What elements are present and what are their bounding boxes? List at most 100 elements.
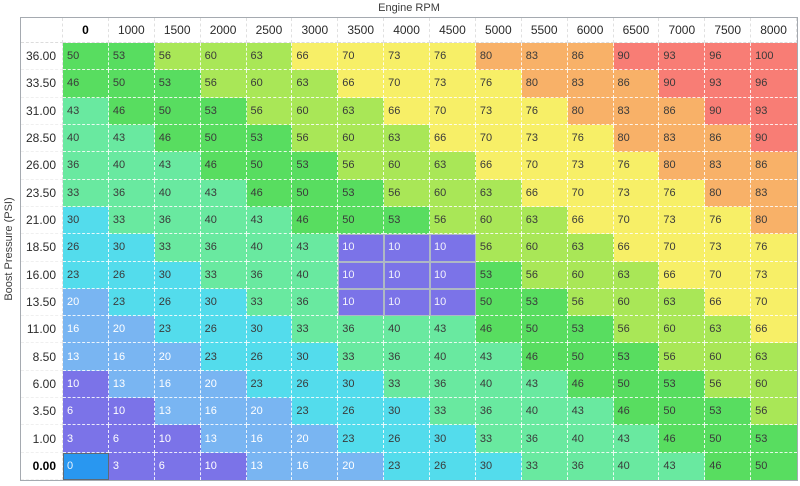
table-cell[interactable]: 46 (521, 343, 568, 371)
table-cell[interactable]: 66 (430, 124, 476, 153)
table-cell[interactable]: 43 (567, 398, 614, 426)
table-cell[interactable]: 30 (154, 261, 201, 289)
table-cell[interactable]: 16 (200, 398, 247, 426)
table-cell[interactable]: 53 (705, 398, 752, 426)
table-cell[interactable]: 80 (705, 179, 752, 207)
table-cell[interactable]: 10 (384, 288, 430, 317)
table-cell[interactable]: 43 (108, 124, 155, 153)
table-cell[interactable]: 53 (108, 43, 155, 71)
table-cell[interactable]: 50 (567, 343, 614, 371)
row-header-boost-13.50[interactable]: 13.50 (21, 288, 63, 317)
table-cell[interactable]: 83 (567, 70, 614, 98)
table-cell[interactable]: 43 (63, 97, 109, 125)
table-cell[interactable]: 30 (292, 343, 339, 371)
table-cell[interactable]: 53 (567, 316, 614, 344)
table-cell[interactable]: 76 (613, 152, 660, 180)
table-cell[interactable]: 20 (338, 452, 385, 480)
table-cell[interactable]: 3 (108, 452, 155, 480)
table-cell[interactable]: 83 (521, 43, 568, 71)
table-cell[interactable]: 76 (521, 97, 568, 125)
table-cell[interactable]: 70 (475, 124, 522, 153)
table-cell[interactable]: 40 (200, 206, 247, 235)
table-cell[interactable]: 26 (338, 398, 385, 426)
table-cell[interactable]: 40 (521, 398, 568, 426)
column-header-rpm-5000[interactable]: 5000 (475, 18, 522, 43)
table-cell[interactable]: 56 (430, 206, 476, 235)
column-header-rpm-3500[interactable]: 3500 (338, 18, 385, 43)
table-cell[interactable]: 80 (659, 152, 706, 180)
table-cell[interactable]: 93 (659, 43, 706, 71)
table-cell[interactable]: 53 (475, 261, 522, 289)
table-cell[interactable]: 76 (567, 124, 614, 153)
table-cell[interactable]: 40 (613, 452, 660, 480)
table-cell[interactable]: 10 (108, 398, 155, 426)
table-cell[interactable]: 76 (475, 70, 522, 98)
table-cell[interactable]: 86 (567, 43, 614, 71)
table-cell[interactable]: 33 (384, 370, 430, 399)
table-cell[interactable]: 56 (384, 179, 430, 207)
table-cell[interactable]: 13 (200, 425, 247, 453)
column-header-rpm-4500[interactable]: 4500 (430, 18, 476, 43)
table-cell[interactable]: 30 (475, 452, 522, 480)
table-cell[interactable]: 63 (475, 179, 522, 207)
column-header-rpm-7500[interactable]: 7500 (705, 18, 752, 43)
column-header-rpm-4000[interactable]: 4000 (384, 18, 430, 43)
table-cell[interactable]: 60 (200, 43, 247, 71)
table-cell[interactable]: 13 (246, 452, 293, 480)
table-cell[interactable]: 36 (567, 452, 614, 480)
table-cell[interactable]: 86 (705, 124, 752, 153)
table-cell[interactable]: 76 (751, 234, 797, 262)
table-cell[interactable]: 86 (613, 70, 660, 98)
table-cell[interactable]: 23 (338, 425, 385, 453)
table-cell[interactable]: 63 (246, 43, 293, 71)
table-cell[interactable]: 36 (430, 370, 476, 399)
table-cell[interactable]: 50 (246, 152, 293, 180)
table-cell[interactable]: 26 (154, 288, 201, 317)
table-cell[interactable]: 20 (246, 398, 293, 426)
table-cell[interactable]: 60 (659, 316, 706, 344)
table-cell[interactable]: 60 (751, 370, 797, 399)
table-cell[interactable]: 66 (384, 97, 430, 125)
table-cell[interactable]: 10 (338, 261, 385, 289)
table-cell[interactable]: 13 (154, 398, 201, 426)
table-cell[interactable]: 46 (475, 316, 522, 344)
row-header-boost-21.00[interactable]: 21.00 (21, 206, 63, 235)
table-cell[interactable]: 56 (521, 261, 568, 289)
table-cell[interactable]: 16 (292, 452, 339, 480)
table-cell[interactable]: 10 (430, 234, 476, 262)
table-cell[interactable]: 43 (292, 234, 339, 262)
table-cell[interactable]: 53 (200, 97, 247, 125)
table-cell[interactable]: 26 (430, 452, 476, 480)
table-cell[interactable]: 83 (659, 124, 706, 153)
table-cell[interactable]: 6 (108, 425, 155, 453)
table-cell[interactable]: 73 (613, 179, 660, 207)
table-cell[interactable]: 96 (705, 43, 752, 71)
table-cell[interactable]: 80 (751, 206, 797, 235)
table-cell[interactable]: 60 (384, 152, 430, 180)
table-cell[interactable]: 36 (154, 206, 201, 235)
table-cell[interactable]: 50 (521, 316, 568, 344)
table-cell[interactable]: 33 (108, 206, 155, 235)
column-header-rpm-8000[interactable]: 8000 (751, 18, 797, 43)
table-cell[interactable]: 33 (63, 179, 109, 207)
table-cell[interactable]: 30 (430, 425, 476, 453)
table-cell[interactable]: 26 (200, 316, 247, 344)
table-cell[interactable]: 0 (63, 452, 109, 480)
table-cell[interactable]: 70 (384, 70, 430, 98)
table-cell[interactable]: 66 (521, 179, 568, 207)
table-cell[interactable]: 53 (521, 288, 568, 317)
table-cell[interactable]: 36 (521, 425, 568, 453)
row-header-boost-0.00[interactable]: 0.00 (21, 452, 63, 480)
table-cell[interactable]: 56 (613, 316, 660, 344)
table-cell[interactable]: 13 (108, 370, 155, 399)
table-cell[interactable]: 3 (63, 425, 109, 453)
table-cell[interactable]: 56 (200, 70, 247, 98)
table-cell[interactable]: 33 (521, 452, 568, 480)
table-cell[interactable]: 10 (338, 234, 385, 262)
table-cell[interactable]: 56 (659, 343, 706, 371)
table-cell[interactable]: 30 (200, 288, 247, 317)
table-cell[interactable]: 50 (613, 370, 660, 399)
table-cell[interactable]: 50 (200, 124, 247, 153)
table-cell[interactable]: 90 (659, 70, 706, 98)
table-cell[interactable]: 23 (246, 370, 293, 399)
